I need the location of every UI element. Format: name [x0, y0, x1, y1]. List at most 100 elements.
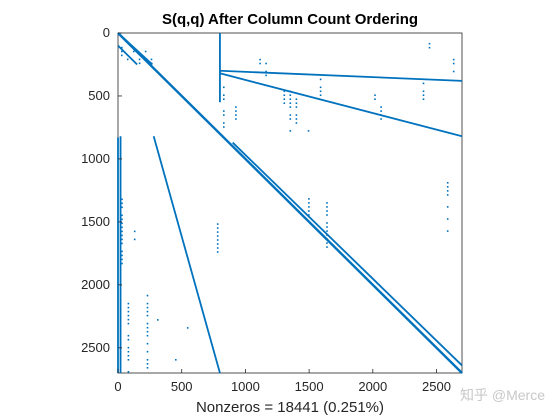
nonzero-dot	[146, 294, 149, 297]
nonzero-dot	[235, 106, 237, 108]
nonzero-dot	[121, 254, 123, 257]
nonzero-dot	[289, 106, 292, 108]
y-tick-label: 2500	[81, 340, 110, 355]
nonzero-dot	[121, 258, 123, 261]
nonzero-dot	[295, 106, 298, 108]
x-axis-ticks: 0 500 1000 1500 2000 2500	[114, 369, 451, 394]
nonzero-dot	[223, 126, 225, 128]
nonzero-dot	[132, 50, 135, 53]
nonzero-dot	[121, 214, 123, 217]
nonzero-dot	[146, 359, 149, 361]
y-tick-label: 2000	[81, 277, 110, 292]
nonzero-dot	[157, 319, 159, 321]
nonzero-dot	[146, 326, 149, 329]
nonzero-dot	[146, 322, 149, 325]
nonzero-dot	[326, 242, 328, 244]
y-tick-label: 1000	[81, 151, 110, 166]
nonzero-dot	[446, 230, 449, 232]
nonzero-dot	[235, 118, 237, 120]
nonzero-dot	[308, 198, 310, 200]
x-tick-label: 2000	[358, 379, 387, 394]
segment-upper-right-slant-b	[219, 69, 463, 82]
nonzero-dot	[295, 98, 298, 100]
nonzero-dot	[308, 214, 310, 216]
nonzero-dot	[121, 198, 123, 201]
nonzero-dot	[138, 58, 141, 61]
nonzero-dot	[283, 94, 286, 96]
nonzero-dot	[380, 118, 382, 120]
x-tick-label: 0	[114, 379, 121, 394]
nonzero-dot	[126, 58, 129, 61]
chart-title: S(q,q) After Column Count Ordering	[162, 11, 418, 28]
nonzero-dot	[326, 222, 328, 224]
block-upper-right-band-dots	[223, 42, 455, 132]
block-left-column-band	[121, 198, 149, 373]
nonzero-dot	[265, 62, 267, 65]
nonzero-dot	[452, 62, 455, 65]
nonzero-dot	[146, 367, 149, 369]
nonzero-dot	[216, 247, 219, 249]
nonzero-dot	[452, 70, 455, 73]
nonzero-dot	[121, 234, 123, 237]
segment-diagonal-upper-band	[232, 141, 463, 367]
y-axis-ticks: 0 500 1000 1500 2000 2500	[81, 25, 122, 355]
nonzero-dot	[223, 98, 225, 100]
nonzero-dot	[121, 202, 123, 205]
nonzero-dot	[146, 302, 149, 305]
nonzero-dot	[326, 226, 328, 228]
nonzero-dot	[127, 338, 130, 341]
nonzero-dot	[380, 110, 382, 112]
nonzero-dot	[127, 322, 130, 325]
nonzero-dot	[295, 122, 298, 124]
nonzero-dot	[127, 350, 130, 353]
block-middle-sparse	[308, 182, 449, 248]
nonzero-dot	[422, 94, 425, 96]
nonzero-dot	[146, 342, 149, 345]
nonzero-dot	[216, 223, 219, 225]
nonzero-dot	[146, 310, 149, 313]
nonzero-dot	[289, 94, 292, 96]
nonzero-dot	[295, 102, 298, 104]
nonzero-dot	[326, 206, 328, 208]
nonzero-dot	[121, 230, 123, 233]
nonzero-dot	[223, 114, 225, 116]
nonzero-dot	[374, 98, 376, 100]
x-axis-label: Nonzeros = 18441 (0.251%)	[196, 399, 384, 416]
nonzero-dot	[146, 306, 149, 309]
nonzero-dot	[446, 186, 449, 188]
nonzero-dot	[422, 90, 425, 93]
block-lower-left-fill	[157, 223, 219, 361]
nonzero-dot	[121, 218, 123, 221]
nonzero-dot	[150, 58, 153, 61]
nonzero-dot	[127, 334, 130, 337]
nonzero-dot	[326, 214, 328, 216]
nonzero-dot	[121, 222, 123, 225]
nonzero-dot	[235, 114, 237, 116]
nonzero-dot	[146, 330, 149, 333]
nonzero-dot	[133, 238, 136, 241]
y-tick-label: 0	[103, 25, 110, 40]
nonzero-dot	[223, 94, 225, 96]
nonzero-dot	[133, 230, 136, 233]
nonzero-dot	[446, 194, 449, 196]
x-tick-label: 500	[171, 379, 193, 394]
nonzero-dot	[121, 54, 123, 57]
nonzero-dot	[121, 206, 123, 209]
nonzero-dot	[144, 50, 147, 53]
nonzero-dot	[452, 58, 455, 61]
nonzero-dot	[319, 86, 322, 89]
nonzero-dot	[308, 202, 310, 204]
nonzero-dot	[127, 318, 130, 321]
nonzero-dot	[216, 251, 219, 253]
nonzero-dot	[127, 310, 130, 313]
nonzero-dot	[319, 78, 322, 81]
nonzero-dot	[295, 118, 298, 120]
nonzero-dot	[127, 371, 130, 373]
nonzero-dot	[289, 130, 292, 132]
x-tick-label: 1500	[295, 379, 324, 394]
nonzero-dot	[146, 363, 149, 365]
nonzero-dot	[127, 314, 130, 317]
nonzero-dot	[235, 110, 237, 112]
nonzero-dot	[307, 130, 310, 132]
